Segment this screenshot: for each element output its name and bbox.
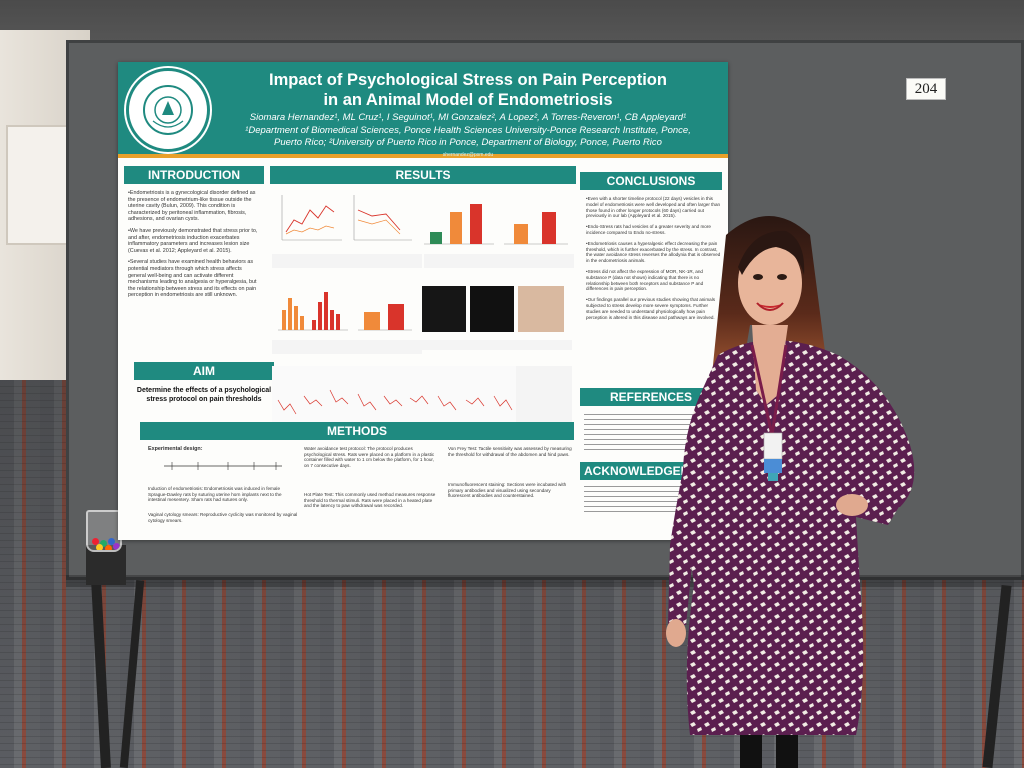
section-aim: AIM [134, 362, 274, 380]
methods-cytology: Vaginal cytology smears: Reproductive cy… [148, 512, 298, 523]
methods-design-label: Experimental design: [148, 446, 203, 452]
poster-title: Impact of Psychological Stress on Pain P… [269, 71, 667, 109]
section-introduction: INTRODUCTION [124, 166, 264, 184]
research-poster: Impact of Psychological Stress on Pain P… [118, 62, 728, 540]
line-chart-2 [353, 195, 412, 241]
section-references: REFERENCES [580, 388, 722, 406]
seal-icon [152, 96, 184, 128]
micrograph-3 [518, 286, 564, 332]
introduction-text: Endometriosis is a gynecological disorde… [128, 190, 258, 304]
results-figures [272, 195, 574, 426]
booth-number-card: 204 [906, 78, 946, 100]
poster-authors: Siomara Hernandez¹, ML Cruz¹, I Seguinot… [245, 112, 691, 148]
aim-text: Determine the effects of a psychological… [136, 387, 272, 403]
bar-chart-1 [424, 204, 494, 245]
section-methods: METHODS [140, 422, 574, 440]
methods-hotplate: Hot Plate Test: This commonly used metho… [304, 492, 436, 509]
experimental-design-timeline [164, 462, 282, 470]
conclusions-text: Even with a shorter timeline protocol (2… [586, 196, 722, 325]
section-conclusions: CONCLUSIONS [580, 172, 722, 190]
bar-chart-2 [504, 212, 568, 245]
methods-wat: Water avoidance test protocol: The proto… [304, 446, 435, 468]
bar-chart-4 [358, 304, 412, 331]
micrograph-2 [470, 286, 514, 332]
methods-vonfrey: Von Frey Test: Tactile sensitivity was a… [448, 446, 572, 457]
candy-cup [86, 510, 122, 552]
methods-induction: Induction of endometriosis: Endometriosi… [148, 486, 282, 503]
poster-header: Impact of Psychological Stress on Pain P… [118, 62, 728, 158]
poster-email: shernandez@psm.edu [442, 152, 494, 158]
methods-ihc: Immunofluorescent staining: Sections wer… [448, 482, 567, 499]
presenter-person [666, 216, 915, 768]
section-results: RESULTS [270, 166, 576, 184]
university-seal-logo [126, 68, 210, 152]
bar-chart-3 [278, 292, 348, 331]
line-chart-1 [281, 195, 342, 241]
micrograph-1 [422, 286, 466, 332]
